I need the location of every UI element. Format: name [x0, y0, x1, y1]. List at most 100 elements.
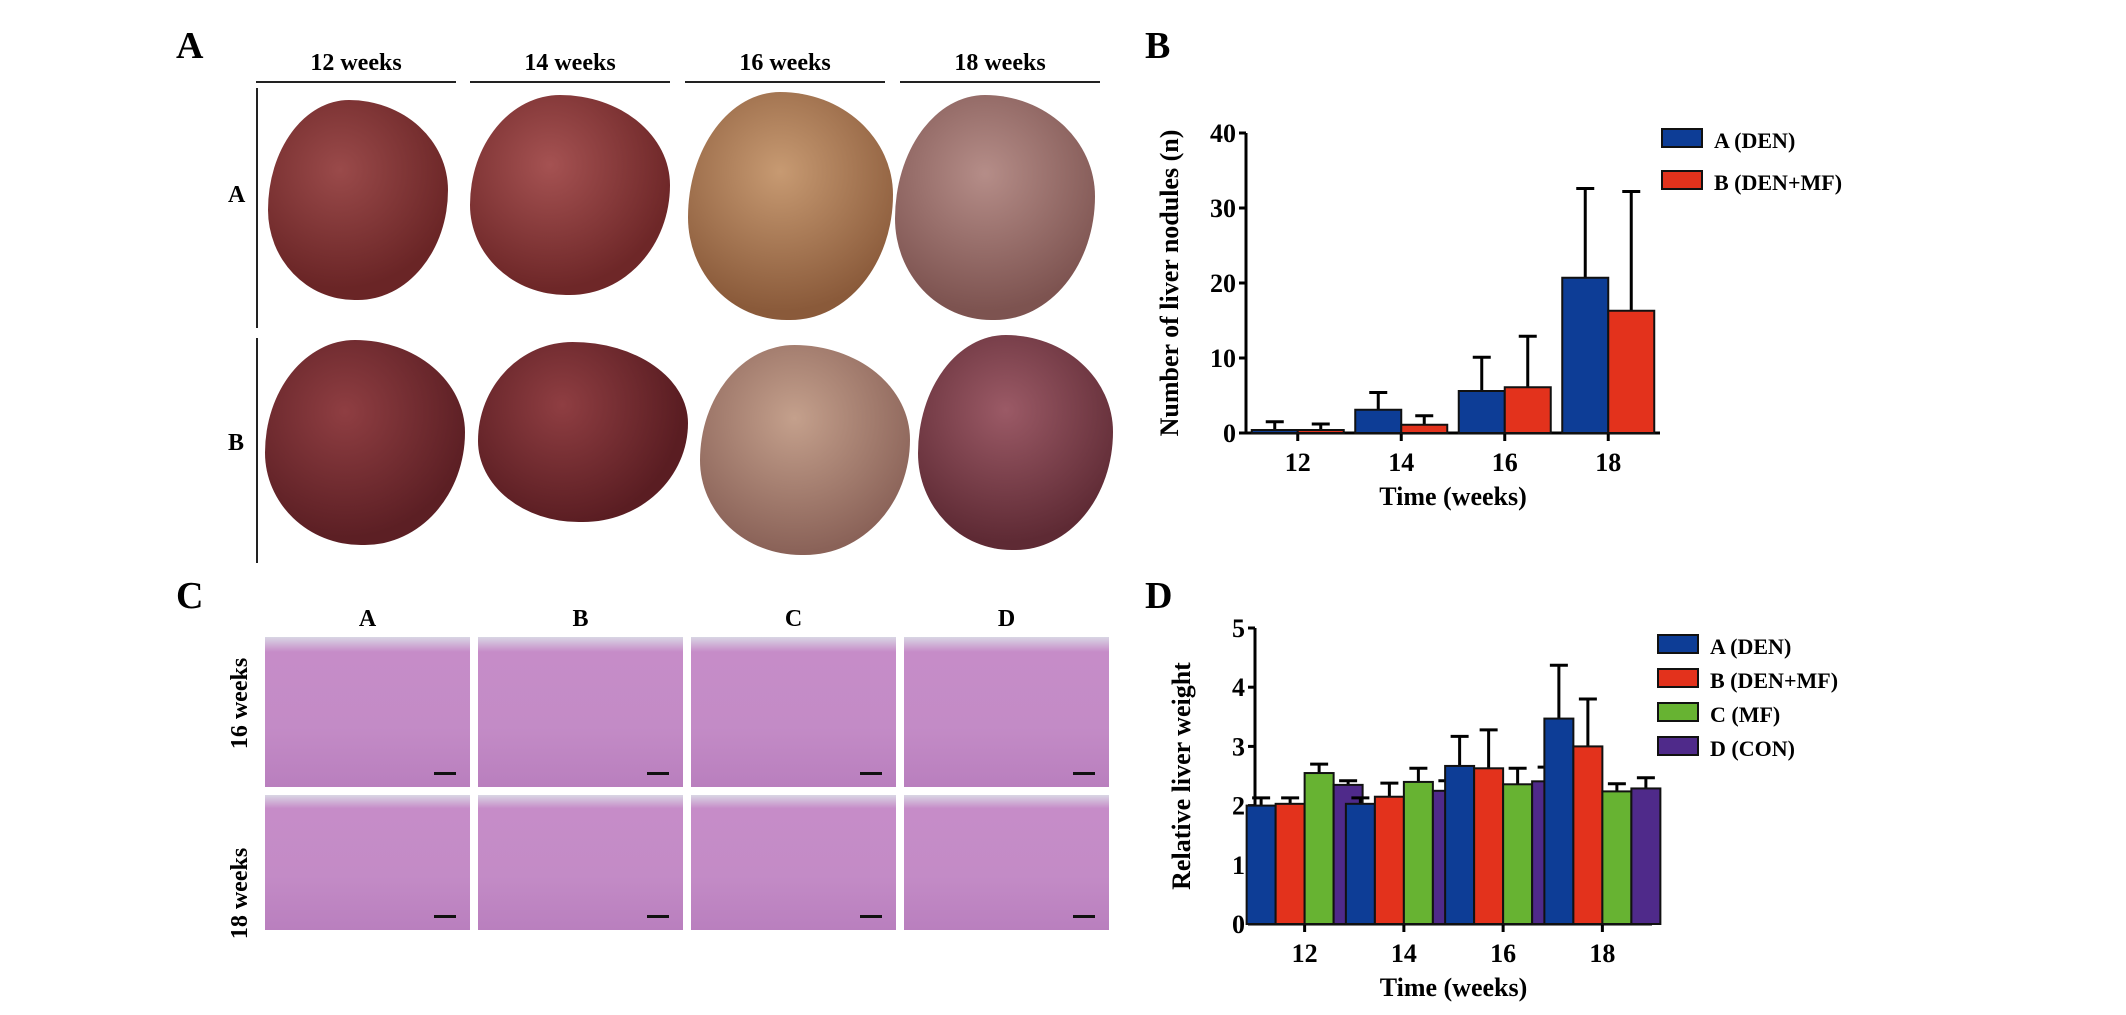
- column-header-14-weeks: 14 weeks: [470, 50, 670, 83]
- panel-label-b: B: [1145, 25, 1171, 67]
- x-tick-label: 14: [1388, 448, 1414, 477]
- scale-bar: [434, 772, 456, 775]
- scale-bar: [860, 915, 882, 918]
- bar-d-18: [1630, 787, 1662, 925]
- column-header-12-weeks: 12 weeks: [256, 50, 456, 83]
- x-tick-label: 12: [1292, 939, 1318, 968]
- liver-photo-b-12w: [265, 340, 465, 545]
- x-axis-title: Time (weeks): [1380, 973, 1528, 1002]
- y-tick-label: 30: [1210, 194, 1236, 223]
- panel-label-d: D: [1145, 575, 1173, 617]
- column-header-group-c: C: [691, 606, 896, 639]
- legend-swatch: [1657, 736, 1699, 756]
- bar-a-12: [1250, 429, 1299, 434]
- scale-bar: [860, 772, 882, 775]
- histology-d-16w: [904, 637, 1109, 787]
- panel-label-a: A: [176, 25, 204, 67]
- legend-label: B (DEN+MF): [1714, 170, 1842, 195]
- bar-b-16: [1473, 767, 1505, 925]
- histology-a-16w: [265, 637, 470, 787]
- row-header-18-weeks: 18 weeks: [227, 847, 254, 940]
- bar-b-18: [1607, 309, 1656, 434]
- column-header-group-b: B: [478, 606, 683, 639]
- bar-a-18: [1543, 717, 1575, 925]
- histology-a-18w: [265, 795, 470, 930]
- scale-bar: [1073, 772, 1095, 775]
- liver-photo-b-18w: [918, 335, 1113, 550]
- legend-label: C (MF): [1710, 702, 1780, 727]
- bar-c-12: [1303, 772, 1335, 925]
- x-tick-label: 12: [1285, 448, 1311, 477]
- bar-a-14: [1344, 802, 1376, 926]
- y-axis-title: Number of liver nodules (n): [1155, 130, 1184, 437]
- bar-a-14: [1354, 408, 1403, 434]
- column-header-group-d: D: [904, 606, 1109, 639]
- bar-a-16: [1444, 764, 1476, 925]
- bar-c-18: [1601, 790, 1633, 925]
- legend-swatch: [1661, 128, 1703, 148]
- bar-b-12: [1274, 802, 1306, 926]
- bar-b-14: [1373, 795, 1405, 925]
- scale-bar: [647, 915, 669, 918]
- nodules-bar-chart: 0 10 20 30 40 12 14 16 18 Time (weeks) Number of l…: [1155, 119, 1842, 511]
- y-tick-label: 2: [1232, 792, 1245, 821]
- y-tick-label: 40: [1210, 119, 1236, 148]
- column-header-18-weeks: 18 weeks: [900, 50, 1100, 83]
- x-tick-label: 18: [1595, 448, 1621, 477]
- liver-photo-a-14w: [470, 95, 670, 295]
- y-tick-label: 10: [1210, 344, 1236, 373]
- legend-swatch: [1657, 634, 1699, 654]
- y-tick-label: 4: [1232, 673, 1245, 702]
- liver-photo-b-16w: [700, 345, 910, 555]
- liver-photo-a-16w: [688, 92, 893, 320]
- bar-b-18: [1572, 745, 1604, 925]
- bar-b-16: [1503, 386, 1552, 434]
- row-header-16-weeks: 16 weeks: [227, 657, 254, 750]
- histology-c-16w: [691, 637, 896, 787]
- x-tick-label: 16: [1492, 448, 1518, 477]
- histology-b-18w: [478, 795, 683, 930]
- x-tick-label: 14: [1391, 939, 1417, 968]
- column-header-group-a: A: [265, 606, 470, 639]
- column-header-16-weeks: 16 weeks: [685, 50, 885, 83]
- legend-swatch: [1657, 668, 1699, 688]
- panel-label-c: C: [176, 575, 204, 617]
- y-tick-label: 1: [1232, 851, 1245, 880]
- legend-label: A (DEN): [1710, 634, 1791, 659]
- row-divider: [256, 88, 258, 328]
- row-divider: [256, 338, 258, 563]
- liver-photo-b-14w: [478, 342, 688, 522]
- scale-bar: [647, 772, 669, 775]
- bar-b-14: [1400, 423, 1449, 434]
- scale-bar: [1073, 915, 1095, 918]
- bar-a-12: [1245, 804, 1277, 926]
- x-tick-label: 18: [1589, 939, 1615, 968]
- row-header-b: B: [228, 430, 245, 456]
- x-tick-label: 16: [1490, 939, 1516, 968]
- y-tick-label: 20: [1210, 269, 1236, 298]
- y-tick-label: 0: [1223, 419, 1236, 448]
- bar-a-18: [1561, 276, 1610, 434]
- legend-label: A (DEN): [1714, 128, 1795, 153]
- liver-photo-a-12w: [268, 100, 448, 300]
- legend-label: B (DEN+MF): [1710, 668, 1838, 693]
- y-tick-label: 5: [1232, 614, 1245, 643]
- y-axis-title: Relative liver weight: [1167, 662, 1196, 890]
- liver-photo-a-18w: [895, 95, 1095, 320]
- legend-swatch: [1657, 702, 1699, 722]
- histology-b-16w: [478, 637, 683, 787]
- bar-b-12: [1296, 429, 1345, 434]
- legend-swatch: [1661, 170, 1703, 190]
- histology-d-18w: [904, 795, 1109, 930]
- legend-label: D (CON): [1710, 736, 1795, 761]
- bar-c-16: [1502, 783, 1534, 925]
- y-tick-label: 3: [1232, 732, 1245, 761]
- y-tick-label: 0: [1232, 910, 1245, 939]
- x-axis-title: Time (weeks): [1379, 482, 1527, 511]
- scale-bar: [434, 915, 456, 918]
- bar-a-16: [1457, 390, 1506, 434]
- bar-c-14: [1402, 780, 1434, 925]
- row-header-a: A: [228, 182, 246, 208]
- histology-c-18w: [691, 795, 896, 930]
